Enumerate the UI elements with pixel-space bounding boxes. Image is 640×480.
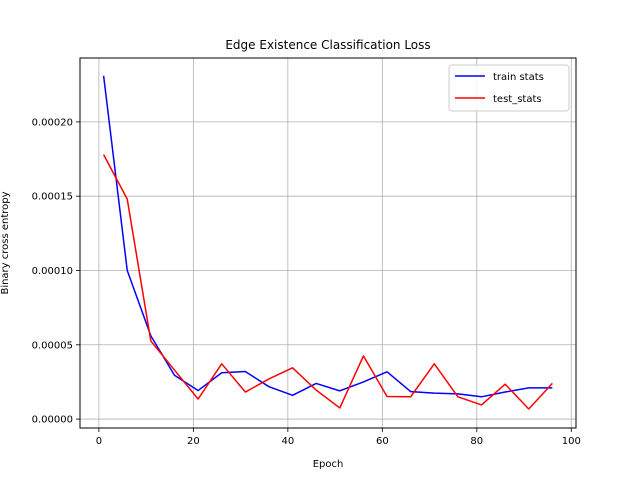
y-tick-label: 0.00015 — [32, 192, 73, 203]
axis-ticks: 0 20 40 60 80 100 0.00000 0.00005 0.00010 0.00015… — [32, 117, 581, 447]
grid-lines — [80, 58, 576, 428]
plot-frame — [79, 57, 577, 429]
series-line-train — [102, 75, 553, 398]
y-tick-label: 0.00020 — [32, 117, 73, 128]
x-tick-label: 20 — [187, 436, 200, 447]
x-tick-label: 0 — [96, 436, 102, 447]
y-tick-label: 0.00010 — [32, 266, 73, 277]
legend-label-test: test_stats — [493, 94, 542, 105]
y-tick-label: 0.00000 — [32, 415, 73, 426]
x-tick-label: 80 — [470, 436, 483, 447]
x-axis-title: Epoch — [313, 459, 344, 470]
chart-title: Edge Existence Classification Loss — [225, 38, 430, 52]
x-tick-label: 100 — [562, 436, 581, 447]
y-axis-title: Binary cross entropy — [0, 191, 11, 294]
x-tick-label: 60 — [376, 436, 389, 447]
series-lines — [102, 75, 553, 410]
x-tick-label: 40 — [281, 436, 294, 447]
y-tick-label: 0.00005 — [32, 340, 73, 351]
legend-label-train: train stats — [493, 72, 544, 83]
legend: train stats test_stats — [448, 64, 570, 112]
series-line-test — [102, 154, 553, 410]
